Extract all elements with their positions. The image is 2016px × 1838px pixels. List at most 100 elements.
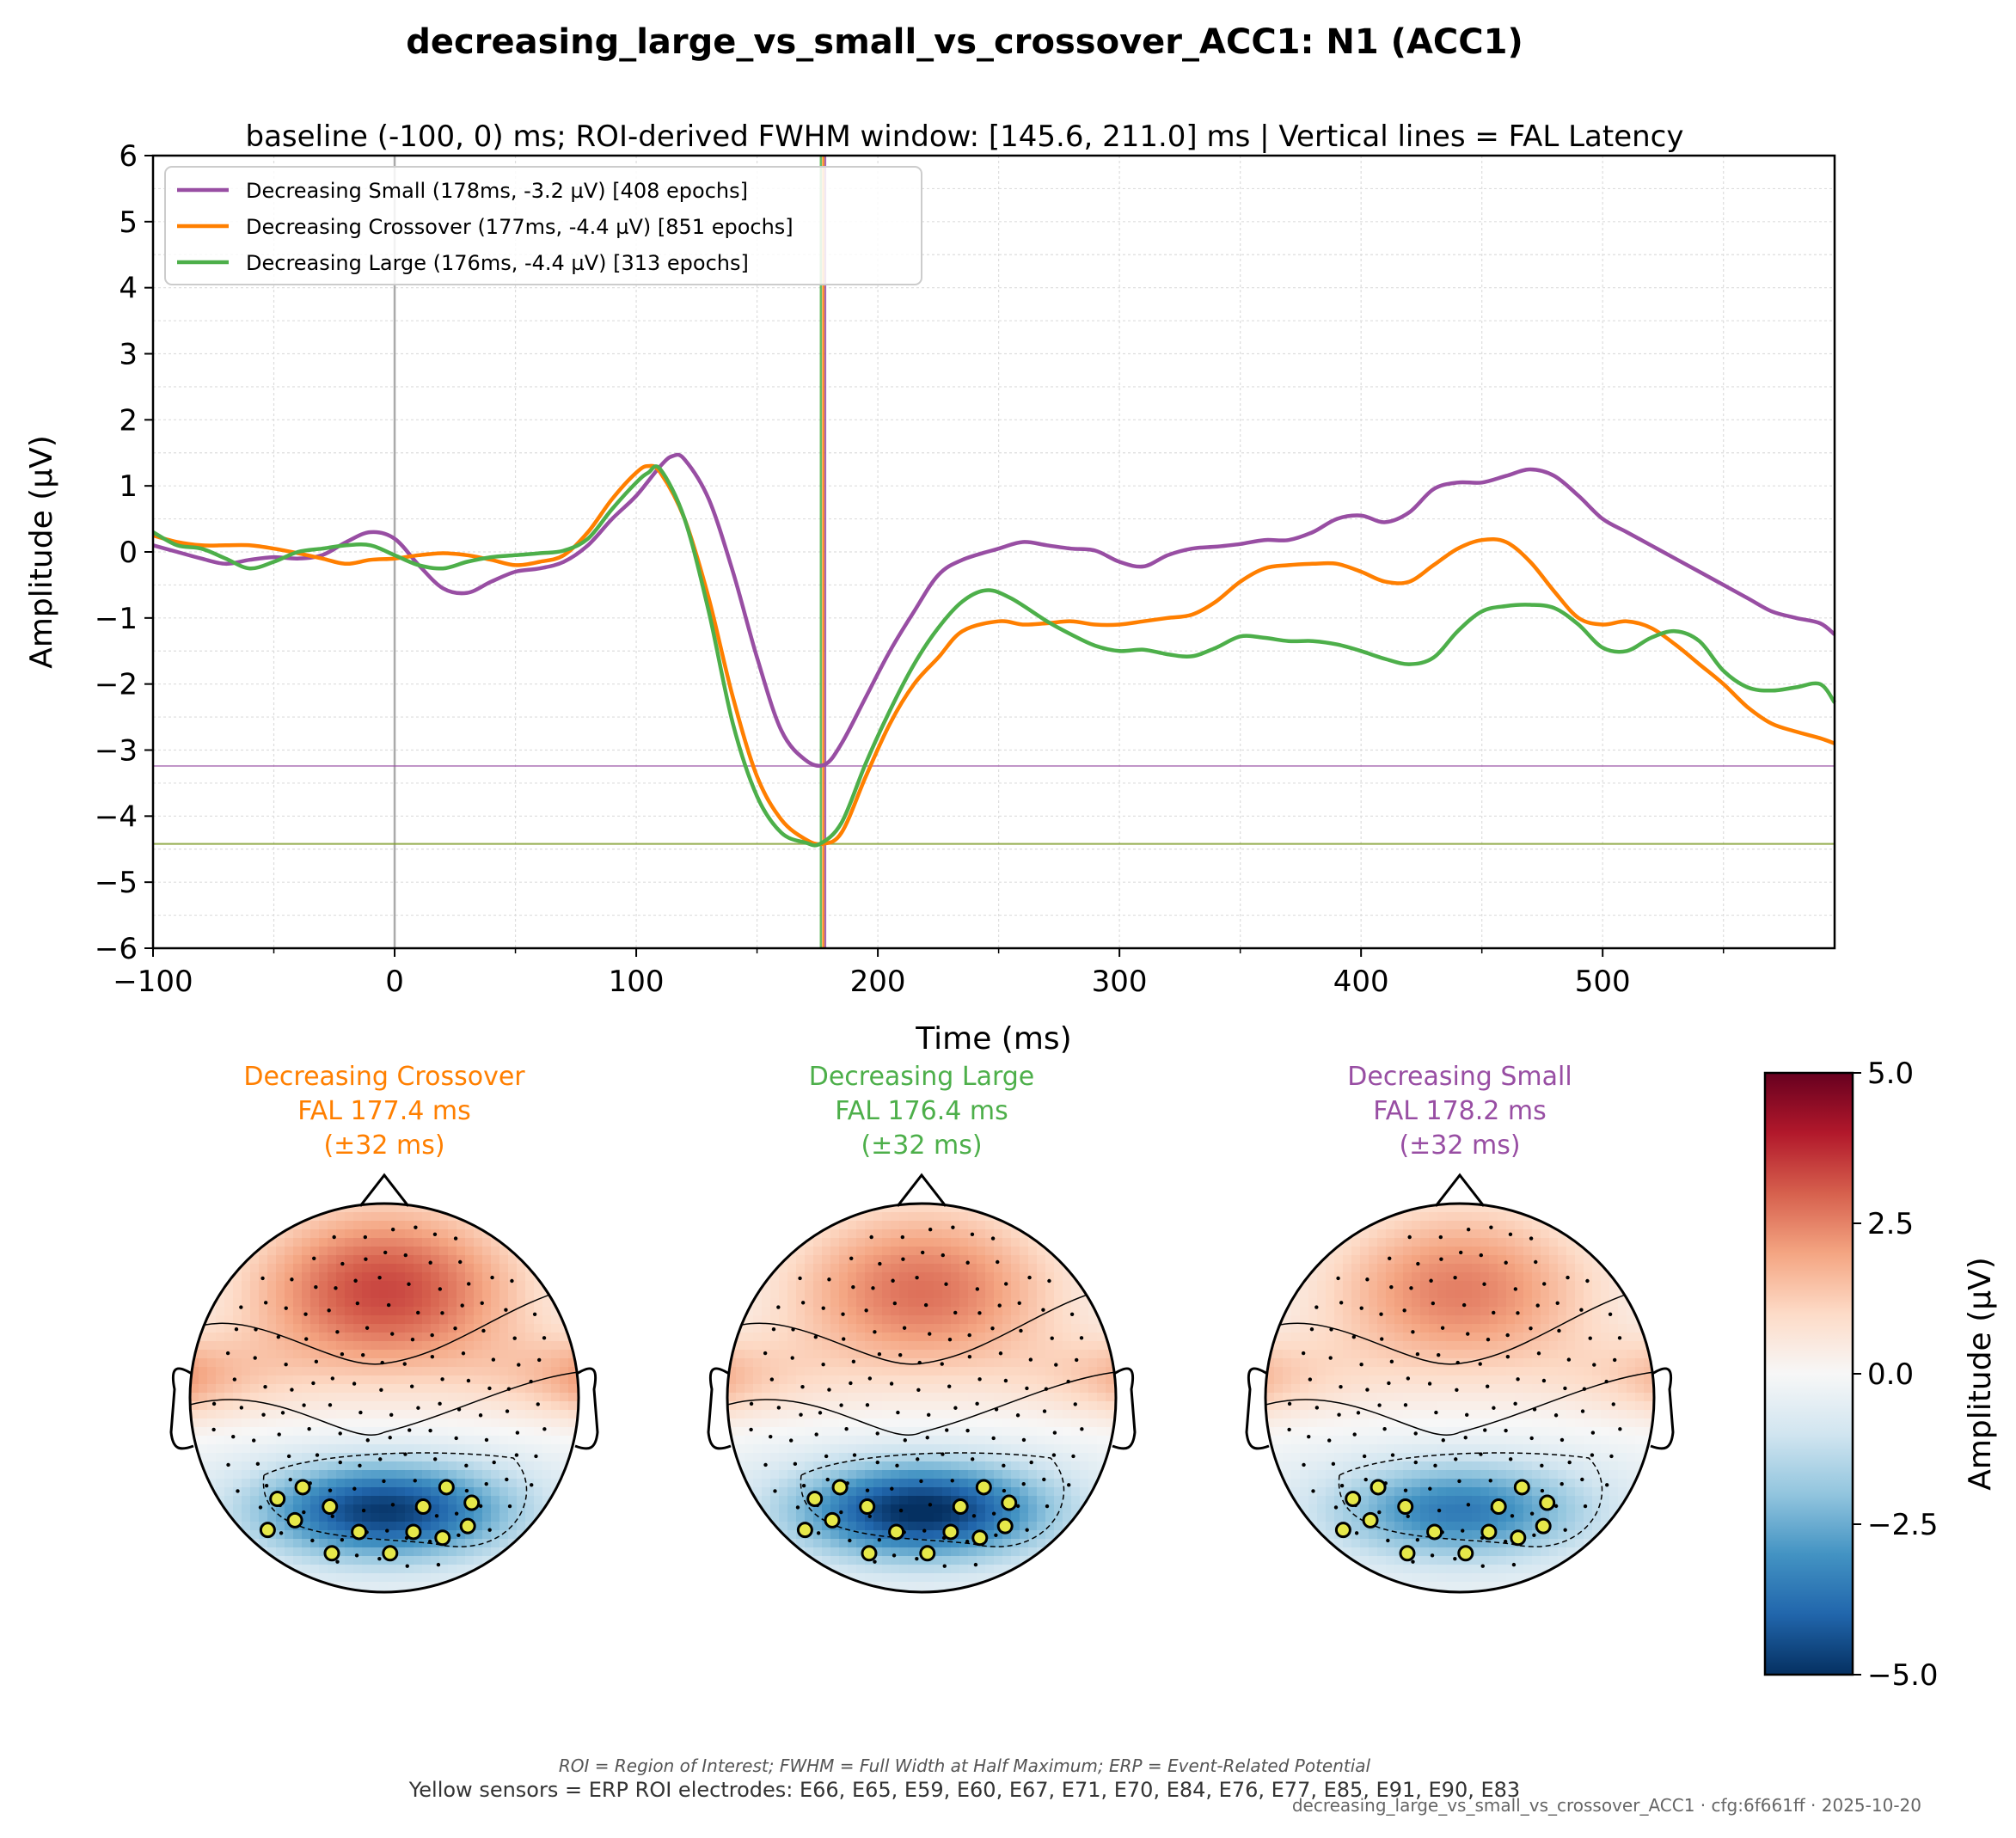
- topomap-cell: [534, 1530, 543, 1540]
- topomap-cell: [882, 1375, 892, 1385]
- topomap-cell: [242, 1582, 251, 1591]
- topomap-cell: [1020, 1324, 1029, 1333]
- topomap-cell: [1106, 1496, 1115, 1505]
- topomap-cell: [934, 1375, 943, 1385]
- topomap-cell: [525, 1324, 535, 1333]
- sensor-dot: [484, 1437, 489, 1443]
- topomap-cell: [371, 1272, 380, 1282]
- topomap-cell: [805, 1401, 814, 1411]
- topomap-cell: [942, 1470, 952, 1480]
- topomap-cell: [405, 1290, 414, 1299]
- topomap-cell: [242, 1281, 251, 1290]
- topomap-cell: [951, 1324, 960, 1333]
- topomap-cell: [1114, 1272, 1116, 1282]
- topomap-cell: [968, 1418, 977, 1428]
- topomap-cell: [216, 1479, 225, 1488]
- topomap-cell: [753, 1590, 763, 1592]
- topomap-cell: [431, 1418, 440, 1428]
- topomap-cell: [1080, 1427, 1089, 1437]
- topomap-cell: [560, 1582, 569, 1591]
- topomap-cell: [787, 1307, 797, 1316]
- topomap-cell: [1097, 1444, 1106, 1454]
- topomap-cell: [779, 1315, 788, 1325]
- topomap-cell: [770, 1375, 780, 1385]
- topomap-cell: [1088, 1315, 1098, 1325]
- topomap-cell: [779, 1298, 788, 1308]
- topomap-cell: [882, 1315, 892, 1325]
- topomap-cell: [267, 1418, 277, 1428]
- topomap-cell: [848, 1479, 857, 1488]
- contour-zero: [727, 1371, 1116, 1436]
- topomap-cell: [787, 1212, 797, 1222]
- topomap-cell: [1011, 1281, 1020, 1290]
- topomap-cell: [285, 1573, 294, 1583]
- topomap-cell: [388, 1384, 397, 1394]
- topomap-cell: [328, 1418, 337, 1428]
- legend: Decreasing Small (178ms, -3.2 µV) [408 e…: [164, 166, 922, 285]
- topomap-cell: [787, 1453, 797, 1462]
- topomap-cell: [813, 1367, 823, 1376]
- topomap-cell: [873, 1436, 883, 1445]
- topomap-cell: [302, 1418, 311, 1428]
- topomap-cell: [336, 1290, 346, 1299]
- topomap-cell: [779, 1333, 788, 1342]
- topomap-cell: [985, 1307, 995, 1316]
- topomap-cell: [865, 1522, 874, 1531]
- topomap-cell: [207, 1204, 217, 1213]
- topomap-cell: [525, 1470, 535, 1480]
- topomap-cell: [216, 1324, 225, 1333]
- topomap-cell: [457, 1238, 466, 1247]
- topomap-cell: [1028, 1324, 1038, 1333]
- topomap-cell: [942, 1204, 952, 1213]
- topomap-cell: [745, 1238, 754, 1247]
- topomap-cell: [977, 1298, 986, 1308]
- topomap-cell: [1002, 1247, 1012, 1256]
- topomap-cell: [233, 1333, 242, 1342]
- topomap-cell: [336, 1556, 346, 1565]
- topomap-cell: [250, 1504, 260, 1514]
- topomap-cell: [1071, 1565, 1081, 1574]
- topomap-cell: [1037, 1272, 1046, 1282]
- sensor-dot: [895, 1463, 899, 1468]
- sensor-dot: [311, 1381, 316, 1386]
- topomap-cell: [542, 1333, 552, 1342]
- topomap-cell: [813, 1315, 823, 1325]
- topomap-cell: [1054, 1461, 1063, 1471]
- topomap-cell: [839, 1358, 849, 1368]
- topomap-cell: [474, 1238, 483, 1247]
- topomap-cell: [959, 1410, 969, 1419]
- topomap-cell: [267, 1427, 277, 1437]
- topomap-cell: [199, 1290, 208, 1299]
- topomap-cell: [1071, 1290, 1081, 1299]
- topomap-cell: [873, 1315, 883, 1325]
- topomap-cell: [362, 1229, 371, 1239]
- topomap-cell: [233, 1212, 242, 1222]
- roi-sensor: [323, 1545, 340, 1562]
- topomap-cell: [405, 1539, 414, 1548]
- topomap-cell: [813, 1272, 823, 1282]
- topomap-cell: [560, 1281, 569, 1290]
- topomap-cell: [1114, 1247, 1116, 1256]
- topomap-cell: [1037, 1333, 1046, 1342]
- topomap-cell: [310, 1461, 320, 1471]
- topomap-cell: [779, 1522, 788, 1531]
- topomap-cell: [805, 1504, 814, 1514]
- topomap-cell: [1020, 1281, 1029, 1290]
- topomap-cell: [259, 1315, 268, 1325]
- topomap-cell: [968, 1290, 977, 1299]
- topomap-cell: [1618, 1238, 1627, 1247]
- roi-sensor: [952, 1498, 969, 1516]
- topomap-cell: [1037, 1393, 1046, 1402]
- topomap-cell: [345, 1298, 354, 1308]
- topomap-cell: [517, 1401, 526, 1411]
- topomap-cell: [787, 1255, 797, 1265]
- topomap-cell: [916, 1341, 926, 1351]
- topomap-cell: [379, 1315, 389, 1325]
- topomap-cell: [1420, 1229, 1430, 1239]
- topomap-cell: [1506, 1212, 1516, 1222]
- topomap-cell: [899, 1513, 909, 1522]
- topomap-cell: [267, 1436, 277, 1445]
- topomap-cell: [336, 1247, 346, 1256]
- topomap-cell: [285, 1350, 294, 1359]
- topomap-cell: [319, 1264, 328, 1273]
